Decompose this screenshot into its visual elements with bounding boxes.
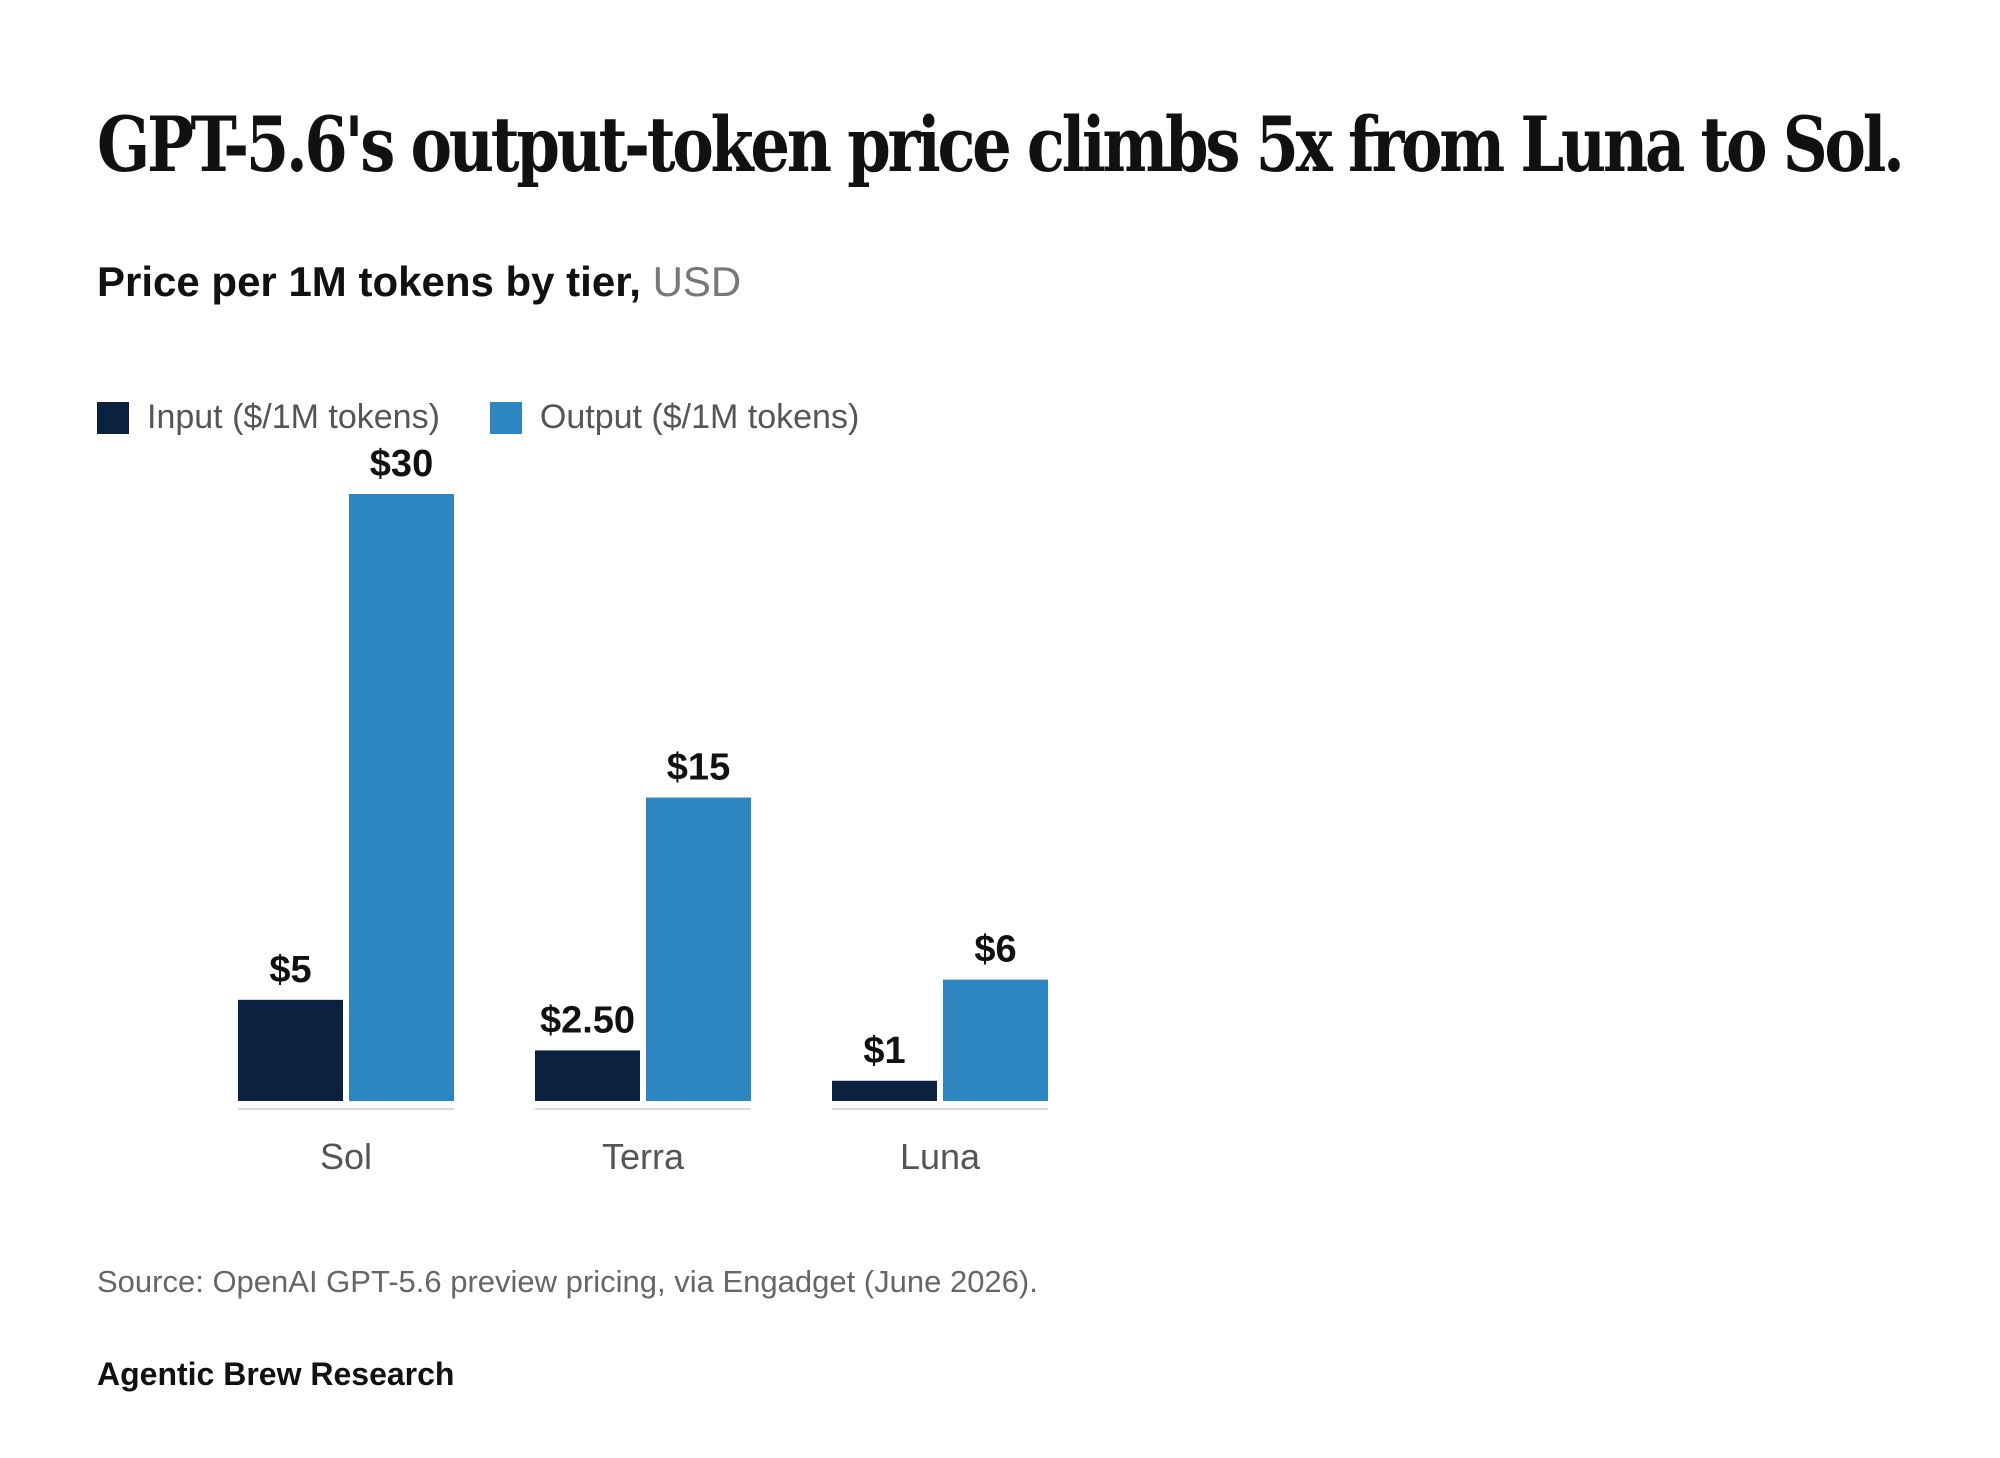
value-label-sol-input: $5 bbox=[269, 949, 311, 991]
subtitle-text: Price per 1M tokens by tier, bbox=[97, 258, 641, 305]
legend-label-output: Output ($/1M tokens) bbox=[539, 398, 860, 436]
value-label-terra-input: $2.50 bbox=[540, 999, 635, 1041]
chart-subtitle: Price per 1M tokens by tier, USD bbox=[97, 258, 741, 306]
legend-label-input: Input ($/1M tokens) bbox=[147, 398, 440, 436]
chart-legend: Input ($/1M tokens) Output ($/1M tokens) bbox=[97, 398, 909, 437]
legend-swatch-output bbox=[489, 401, 522, 434]
value-label-terra-output: $15 bbox=[667, 747, 730, 789]
category-label-luna: Luna bbox=[900, 1136, 981, 1177]
bar-terra-output bbox=[646, 797, 751, 1101]
category-label-sol: Sol bbox=[320, 1136, 372, 1177]
legend-swatch-input bbox=[97, 401, 129, 434]
category-label-terra: Terra bbox=[602, 1136, 685, 1177]
bar-luna-output bbox=[943, 979, 1048, 1101]
bar-luna-input bbox=[832, 1080, 937, 1101]
value-label-luna-output: $6 bbox=[974, 929, 1016, 971]
value-label-sol-output: $30 bbox=[370, 443, 433, 485]
value-label-luna-input: $1 bbox=[863, 1030, 905, 1072]
bar-sol-output bbox=[349, 494, 454, 1101]
legend-item-output: Output ($/1M tokens) bbox=[489, 398, 860, 437]
bar-sol-input bbox=[238, 999, 343, 1101]
legend-item-input: Input ($/1M tokens) bbox=[97, 398, 440, 437]
source-note: Source: OpenAI GPT-5.6 preview pricing, … bbox=[97, 1264, 1038, 1299]
subtitle-unit: USD bbox=[652, 258, 742, 305]
credit-line: Agentic Brew Research bbox=[97, 1356, 455, 1392]
bar-terra-input bbox=[535, 1050, 640, 1101]
chart-title: GPT-5.6's output-token price climbs 5x f… bbox=[97, 100, 1905, 189]
